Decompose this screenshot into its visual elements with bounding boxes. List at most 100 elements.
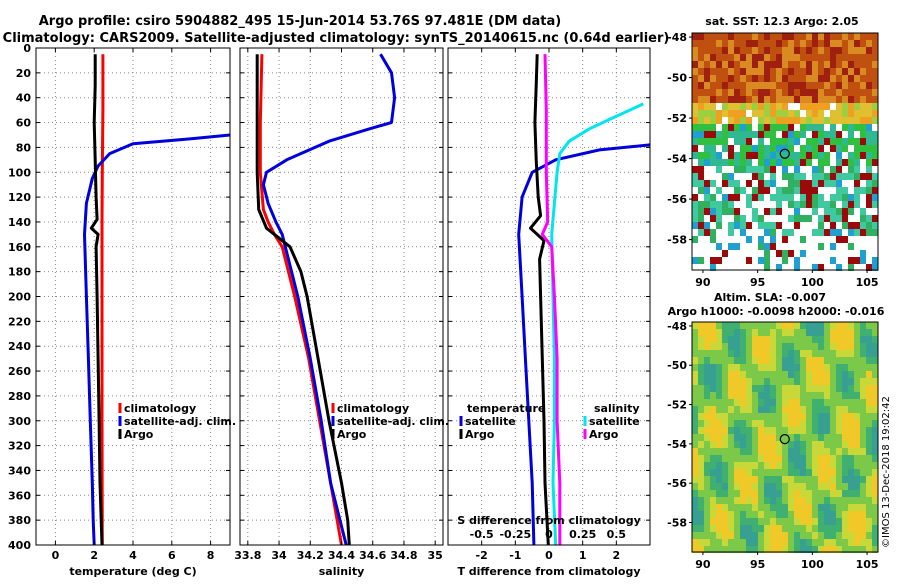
sla-cell bbox=[824, 518, 830, 525]
sla-cell bbox=[704, 448, 710, 455]
sst-cell bbox=[866, 54, 872, 61]
sst-cell bbox=[800, 222, 806, 229]
sla-cell bbox=[806, 483, 812, 490]
sla-cell bbox=[710, 434, 716, 441]
sla-cell bbox=[824, 329, 830, 336]
sst-cell bbox=[728, 131, 734, 138]
sla-cell bbox=[758, 504, 764, 511]
sla-cell bbox=[836, 434, 842, 441]
sla-cell bbox=[794, 399, 800, 406]
sst-cell bbox=[716, 89, 722, 96]
sst-cell bbox=[776, 264, 782, 271]
sla-cell bbox=[860, 518, 866, 525]
sst-cell bbox=[776, 131, 782, 138]
sla-cell bbox=[716, 406, 722, 413]
sst-cell bbox=[800, 236, 806, 243]
sla-cell bbox=[740, 329, 746, 336]
sst-cell bbox=[842, 103, 848, 110]
sst-cell bbox=[824, 68, 830, 75]
sst-cell bbox=[698, 131, 704, 138]
sst-cell bbox=[812, 61, 818, 68]
sst-cell bbox=[824, 229, 830, 236]
sla-cell bbox=[800, 385, 806, 392]
sla-cell bbox=[806, 518, 812, 525]
sst-cell bbox=[854, 243, 860, 250]
sst-cell bbox=[734, 208, 740, 215]
sla-cell bbox=[836, 504, 842, 511]
sla-cell bbox=[752, 518, 758, 525]
sla-cell bbox=[836, 518, 842, 525]
sst-cell bbox=[776, 68, 782, 75]
sla-cell bbox=[872, 546, 878, 553]
sla-cell bbox=[860, 357, 866, 364]
sla-cell bbox=[776, 539, 782, 546]
sla-cell bbox=[722, 399, 728, 406]
sst-cell bbox=[710, 138, 716, 145]
sla-cell bbox=[770, 497, 776, 504]
sla-cell bbox=[818, 364, 824, 371]
sla-cell bbox=[812, 518, 818, 525]
sla-cell bbox=[758, 546, 764, 553]
sst-cell bbox=[860, 75, 866, 82]
sla-cell bbox=[830, 532, 836, 539]
sla-cell bbox=[854, 357, 860, 364]
sla-cell bbox=[794, 364, 800, 371]
sla-cell bbox=[692, 518, 698, 525]
sst-cell bbox=[848, 33, 854, 40]
sla-cell bbox=[746, 406, 752, 413]
sla-cell bbox=[692, 420, 698, 427]
sla-cell bbox=[734, 455, 740, 462]
sla-cell bbox=[800, 350, 806, 357]
sla-cell bbox=[698, 322, 704, 329]
sst-cell bbox=[710, 75, 716, 82]
sst-cell bbox=[860, 54, 866, 61]
sst-cell bbox=[746, 215, 752, 222]
sla-cell bbox=[824, 399, 830, 406]
sst-cell bbox=[812, 222, 818, 229]
sla-cell bbox=[740, 546, 746, 553]
sst-cell bbox=[710, 264, 716, 271]
sst-cell bbox=[716, 47, 722, 54]
y-tick-label: 0 bbox=[23, 42, 31, 55]
sla-cell bbox=[830, 476, 836, 483]
sst-cell bbox=[806, 250, 812, 257]
sla-cell bbox=[728, 434, 734, 441]
sla-cell bbox=[746, 448, 752, 455]
sst-cell bbox=[722, 33, 728, 40]
sla-cell bbox=[806, 532, 812, 539]
sst-cell bbox=[734, 201, 740, 208]
sla-cell bbox=[734, 532, 740, 539]
sla-cell bbox=[734, 392, 740, 399]
sst-cell bbox=[740, 152, 746, 159]
sla-cell bbox=[812, 511, 818, 518]
sla-cell bbox=[800, 399, 806, 406]
sst-cell bbox=[836, 208, 842, 215]
sla-cell bbox=[866, 448, 872, 455]
sla-cell bbox=[794, 336, 800, 343]
sst-cell bbox=[848, 61, 854, 68]
sst-cell bbox=[710, 61, 716, 68]
sst-cell bbox=[788, 180, 794, 187]
sst-cell bbox=[812, 229, 818, 236]
sla-cell bbox=[770, 441, 776, 448]
sst-cell bbox=[872, 75, 878, 82]
sla-cell bbox=[842, 469, 848, 476]
sst-cell bbox=[788, 82, 794, 89]
sst-cell bbox=[794, 229, 800, 236]
sla-cell bbox=[728, 357, 734, 364]
sla-cell bbox=[710, 378, 716, 385]
sla-cell bbox=[800, 441, 806, 448]
sst-cell bbox=[872, 138, 878, 145]
sla-cell bbox=[836, 511, 842, 518]
sst-cell bbox=[740, 236, 746, 243]
sst-cell bbox=[692, 166, 698, 173]
sst-cell bbox=[728, 82, 734, 89]
sst-cell bbox=[710, 110, 716, 117]
sst-cell bbox=[698, 40, 704, 47]
sla-cell bbox=[848, 511, 854, 518]
sla-cell bbox=[848, 476, 854, 483]
sla-cell bbox=[836, 364, 842, 371]
sst-cell bbox=[788, 215, 794, 222]
x-tick-label: 2 bbox=[90, 549, 98, 562]
sla-cell bbox=[704, 455, 710, 462]
